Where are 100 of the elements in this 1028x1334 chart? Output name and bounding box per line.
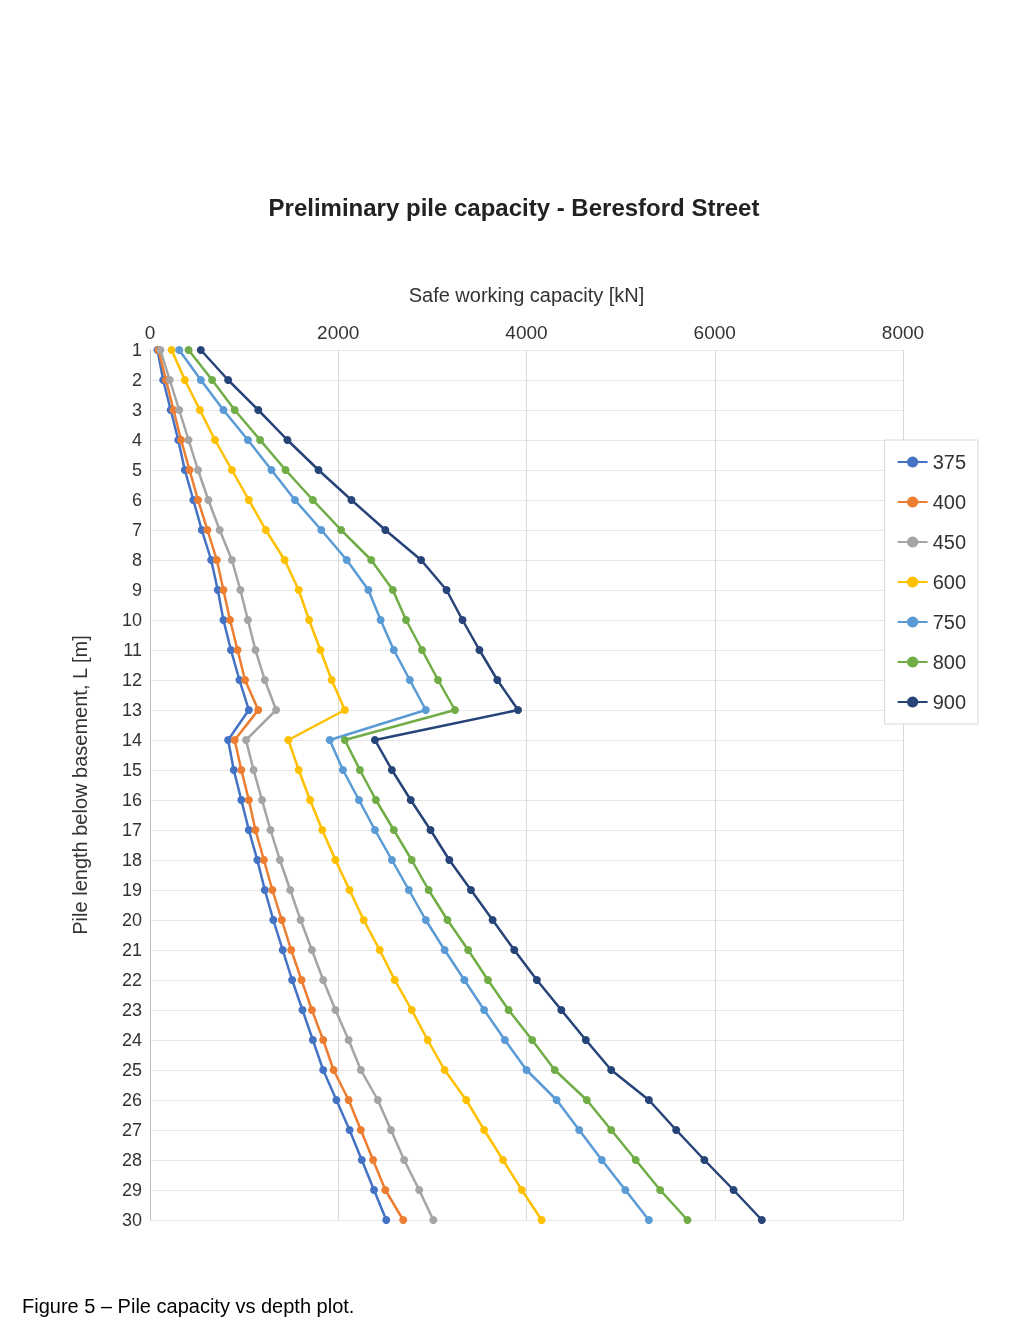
point [244, 796, 253, 804]
point [278, 946, 287, 954]
point [344, 1096, 353, 1104]
x-axis-title: Safe working capacity [kN] [408, 284, 645, 306]
point [424, 886, 433, 894]
point [347, 496, 356, 504]
point [175, 346, 184, 354]
point [224, 736, 233, 744]
point [672, 1126, 681, 1134]
point [644, 1096, 653, 1104]
point [406, 796, 415, 804]
y-tick-label: 2 [131, 370, 142, 390]
point [517, 1186, 526, 1194]
point [434, 676, 443, 684]
legend-label: 800 [932, 651, 967, 673]
point [440, 1066, 449, 1074]
y-tick-label: 30 [121, 1210, 142, 1230]
point [488, 916, 497, 924]
point [464, 946, 473, 954]
point [376, 616, 385, 624]
point [389, 646, 398, 654]
point [621, 1186, 630, 1194]
point [357, 1156, 366, 1164]
y-tick-label: 26 [121, 1090, 142, 1110]
y-tick-label: 24 [121, 1030, 142, 1050]
point [296, 916, 305, 924]
point [260, 886, 269, 894]
point [219, 586, 228, 594]
point [254, 706, 263, 714]
point [382, 1216, 391, 1224]
point [407, 856, 416, 864]
point [286, 886, 295, 894]
point [400, 1156, 409, 1164]
point [290, 496, 299, 504]
point [294, 766, 303, 774]
point [256, 436, 265, 444]
y-tick-label: 9 [131, 580, 142, 600]
point [356, 1126, 365, 1134]
point [656, 1186, 665, 1194]
point [332, 1096, 341, 1104]
point [607, 1126, 616, 1134]
point [307, 946, 316, 954]
point [331, 1006, 340, 1014]
point [575, 1126, 584, 1134]
point [581, 1036, 590, 1044]
point [288, 976, 297, 984]
point [319, 1036, 328, 1044]
point [582, 1096, 591, 1104]
point [340, 706, 349, 714]
point [359, 916, 368, 924]
y-tick-label: 15 [121, 760, 142, 780]
point [219, 406, 228, 414]
point [381, 526, 390, 534]
point [345, 1126, 354, 1134]
point [373, 1096, 382, 1104]
point [552, 1096, 561, 1104]
caption: Figure 5 – Pile capacity vs depth plot. [22, 1295, 355, 1318]
point [196, 376, 205, 384]
legend-label: 375 [932, 451, 967, 473]
point [224, 376, 233, 384]
y-tick-label: 23 [121, 1000, 142, 1020]
x-tick-label: 6000 [693, 322, 736, 343]
y-tick-label: 18 [121, 850, 142, 870]
point [236, 586, 245, 594]
point [325, 736, 334, 744]
point [210, 436, 219, 444]
point [243, 616, 252, 624]
y-tick-label: 16 [121, 790, 142, 810]
point [389, 826, 398, 834]
point [208, 376, 217, 384]
point [284, 736, 293, 744]
y-tick-label: 29 [121, 1180, 142, 1200]
point [175, 406, 184, 414]
point [388, 586, 397, 594]
point [259, 856, 268, 864]
point [443, 916, 452, 924]
point [458, 616, 467, 624]
point [268, 886, 277, 894]
point [537, 1216, 546, 1224]
point [418, 646, 427, 654]
point [237, 766, 246, 774]
point [227, 556, 236, 564]
point [327, 676, 336, 684]
point [253, 856, 262, 864]
point [355, 766, 364, 774]
point [370, 826, 379, 834]
point [421, 916, 430, 924]
point [344, 1036, 353, 1044]
point [338, 766, 347, 774]
point [607, 1066, 616, 1074]
x-tick-label: 2000 [317, 322, 360, 343]
y-tick-label: 13 [121, 700, 142, 720]
point [307, 1006, 316, 1014]
point [644, 1216, 653, 1224]
y-tick-label: 21 [121, 940, 142, 960]
point [417, 556, 426, 564]
point [450, 706, 459, 714]
x-tick-label: 0 [144, 322, 156, 343]
point [244, 826, 253, 834]
point [280, 556, 289, 564]
